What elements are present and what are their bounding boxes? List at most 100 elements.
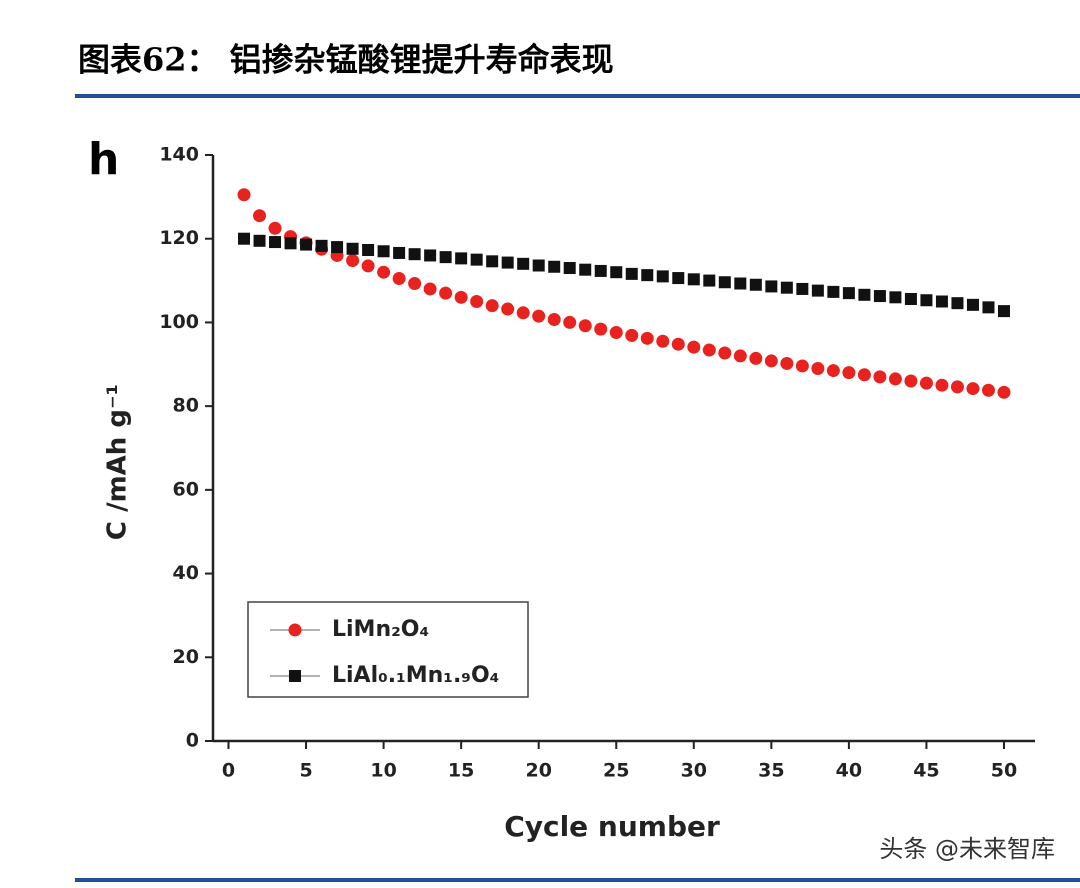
data-point	[346, 242, 359, 255]
data-point	[454, 290, 468, 304]
data-point	[548, 260, 561, 273]
data-point	[594, 264, 607, 277]
data-point	[284, 237, 297, 250]
data-point	[826, 364, 840, 378]
data-point	[811, 284, 824, 297]
data-point	[609, 325, 623, 339]
data-point	[858, 288, 871, 301]
data-point	[656, 334, 670, 348]
data-point	[315, 239, 328, 252]
data-point	[547, 312, 561, 326]
data-point	[842, 287, 855, 300]
data-point	[563, 315, 577, 329]
data-point	[238, 232, 251, 245]
data-point	[997, 305, 1010, 318]
data-point	[377, 265, 391, 279]
y-tick-label: 80	[173, 395, 199, 417]
data-point	[997, 385, 1011, 399]
data-point	[982, 301, 995, 314]
data-point	[361, 259, 375, 273]
data-point	[625, 267, 638, 280]
data-point	[919, 376, 933, 390]
data-point	[486, 255, 499, 268]
y-tick-label: 0	[186, 730, 199, 752]
x-axis-title: Cycle number	[504, 810, 720, 843]
data-point	[625, 328, 639, 342]
data-point	[532, 259, 545, 272]
legend-marker	[289, 670, 301, 682]
legend-label: LiMn₂O₄	[332, 617, 429, 642]
data-point	[873, 370, 887, 384]
data-point	[516, 306, 530, 320]
data-point	[578, 319, 592, 333]
rule-bottom	[75, 878, 1080, 882]
data-point	[749, 351, 763, 365]
data-point	[966, 382, 980, 396]
figure-title: 图表62： 铝掺杂锰酸锂提升寿命表现	[78, 41, 614, 79]
legend-label: LiAl₀.₁Mn₁.₉O₄	[332, 663, 499, 688]
data-point	[424, 249, 437, 262]
y-tick-label: 140	[159, 144, 199, 166]
data-point	[423, 282, 437, 296]
x-tick-label: 15	[448, 760, 474, 782]
data-point	[671, 337, 685, 351]
data-point	[703, 274, 716, 287]
data-point	[718, 276, 731, 289]
data-point	[764, 354, 778, 368]
data-point	[904, 374, 918, 388]
data-point	[718, 346, 732, 360]
data-point	[346, 253, 360, 267]
data-point	[563, 262, 576, 275]
x-tick-label: 0	[222, 760, 235, 782]
x-tick-label: 35	[758, 760, 784, 782]
data-point	[610, 266, 623, 279]
x-tick-label: 45	[913, 760, 939, 782]
y-tick-label: 60	[173, 478, 199, 500]
data-point	[672, 272, 685, 285]
data-point	[687, 273, 700, 286]
y-tick-label: 120	[159, 227, 199, 249]
data-point	[981, 383, 995, 397]
data-point	[656, 270, 669, 283]
data-point	[796, 282, 809, 295]
x-tick-label: 20	[525, 760, 551, 782]
data-point	[765, 280, 778, 293]
data-point	[734, 277, 747, 290]
y-axis-title: C /mAh g⁻¹	[103, 384, 133, 540]
data-point	[687, 340, 701, 354]
data-point	[532, 309, 546, 323]
data-point	[795, 359, 809, 373]
data-point	[641, 269, 654, 282]
data-point	[594, 322, 608, 336]
data-point	[951, 297, 964, 310]
data-point	[485, 299, 499, 313]
data-point	[237, 188, 251, 202]
data-point	[733, 349, 747, 363]
data-point	[331, 241, 344, 254]
data-point	[253, 234, 266, 247]
x-tick-label: 50	[991, 760, 1017, 782]
data-point	[857, 368, 871, 382]
data-point	[377, 245, 390, 258]
x-tick-label: 25	[603, 760, 629, 782]
y-tick-label: 100	[159, 311, 199, 333]
data-point	[455, 252, 468, 265]
data-point	[408, 248, 421, 261]
data-point	[501, 256, 514, 269]
legend-box	[247, 601, 529, 698]
x-tick-label: 40	[836, 760, 862, 782]
data-point	[888, 372, 902, 386]
data-point	[827, 285, 840, 298]
x-tick-label: 10	[370, 760, 396, 782]
data-point	[362, 244, 375, 257]
data-point	[269, 236, 282, 249]
y-tick-label: 40	[173, 562, 199, 584]
data-point	[780, 356, 794, 370]
data-point	[873, 290, 886, 303]
data-point	[811, 361, 825, 375]
data-point	[470, 295, 484, 308]
x-tick-label: 30	[681, 760, 707, 782]
data-point	[393, 246, 406, 259]
data-point	[889, 291, 902, 304]
